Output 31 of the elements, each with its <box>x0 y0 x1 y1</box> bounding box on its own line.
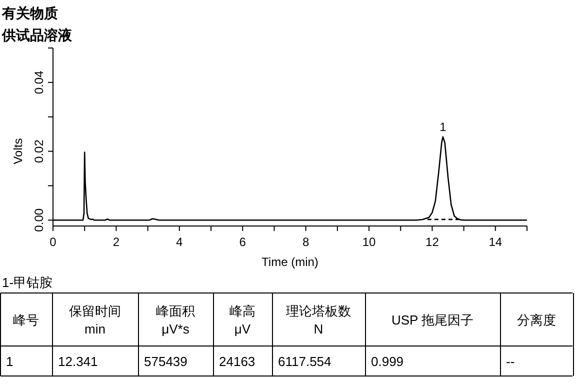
y-tick-label: 0.02 <box>32 139 46 163</box>
text: 峰面积 μV*s <box>156 304 195 336</box>
x-tick-label: 0 <box>50 235 57 249</box>
text: USP 拖尾因子 <box>391 312 474 328</box>
text: 保留时间 min <box>69 304 121 336</box>
text: 6117.554 <box>278 354 332 369</box>
text: -- <box>506 354 515 369</box>
x-tick-label: 4 <box>176 235 184 249</box>
x-tick-label: 2 <box>112 235 120 249</box>
x-tick-label: 14 <box>488 235 502 249</box>
text: 1-甲钴胺 <box>2 275 53 290</box>
text: 24163 <box>219 354 256 369</box>
chart-title: 有关物质 <box>1 5 58 21</box>
annotation: 1 <box>440 120 447 134</box>
x-tick-label: 10 <box>362 235 376 249</box>
y-tick-label: 0.04 <box>32 70 46 94</box>
text: 575439 <box>144 354 188 369</box>
y-axis-title: Volts <box>11 138 25 164</box>
x-tick-label: 6 <box>239 235 246 249</box>
y-tick-label: 0.00 <box>32 208 46 232</box>
x-tick-label: 12 <box>426 235 440 249</box>
text: 0.999 <box>371 354 404 369</box>
text: 峰号 <box>13 312 39 328</box>
chart-subtitle: 供试品溶液 <box>1 27 73 43</box>
text: 12.341 <box>58 354 98 369</box>
x-axis-title: Time (min) <box>262 255 318 269</box>
x-tick-label: 8 <box>302 235 310 249</box>
text: 1 <box>6 354 14 369</box>
text: 分离度 <box>517 312 556 328</box>
text: 理论塔板数 N <box>286 304 351 336</box>
text: 峰高 μV <box>230 304 256 336</box>
